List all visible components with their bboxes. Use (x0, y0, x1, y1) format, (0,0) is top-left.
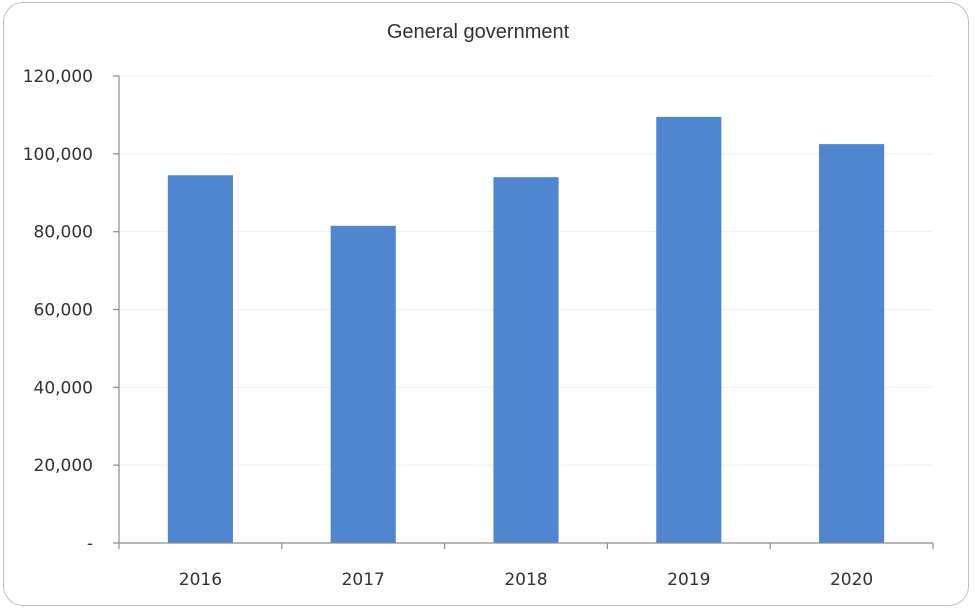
y-tick-label: 40,000 (34, 378, 93, 398)
bar-2018 (493, 177, 559, 543)
x-tick-label: 2018 (504, 570, 547, 590)
x-tick-label: 2019 (667, 570, 710, 590)
chart-frame (3, 2, 969, 606)
y-tick-label: 100,000 (23, 145, 93, 165)
x-tick-label: 2017 (342, 570, 385, 590)
gridlines (119, 75, 933, 466)
y-tick-label: 20,000 (34, 456, 93, 476)
y-axis-ticks: - 20,000 40,000 60,000 80,000 100,000 120,000 (23, 67, 93, 554)
x-axis-ticks: 2016 2017 2018 2019 2020 (179, 570, 873, 590)
x-tick-label: 2020 (830, 570, 873, 590)
chart-title: General government (387, 21, 570, 43)
bar-2019 (656, 116, 722, 544)
axes (113, 75, 934, 549)
x-tick-label: 2016 (179, 570, 222, 590)
bar-2016 (167, 175, 233, 544)
bar-2020 (819, 144, 885, 543)
y-tick-label: 60,000 (34, 301, 93, 321)
y-tick-label: 80,000 (34, 223, 93, 243)
y-tick-label: 120,000 (23, 67, 93, 87)
y-tick-label: - (87, 534, 93, 554)
bar-2017 (330, 225, 396, 543)
bars (167, 116, 885, 544)
